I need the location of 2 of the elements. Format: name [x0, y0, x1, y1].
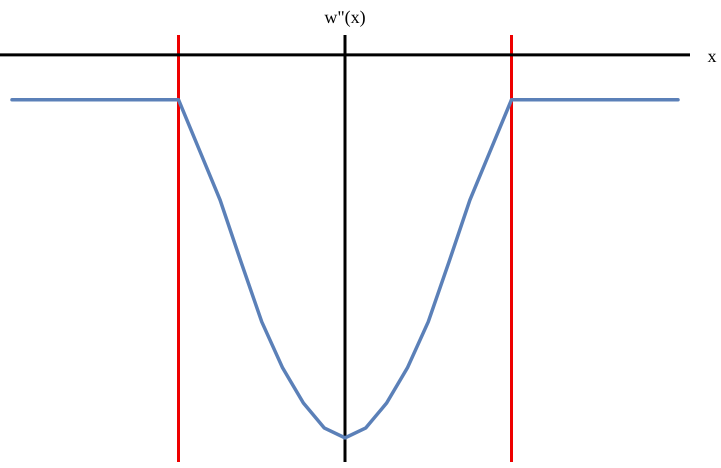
- x-axis-title: x: [708, 46, 716, 66]
- y-axis-title: w"(x): [324, 7, 366, 27]
